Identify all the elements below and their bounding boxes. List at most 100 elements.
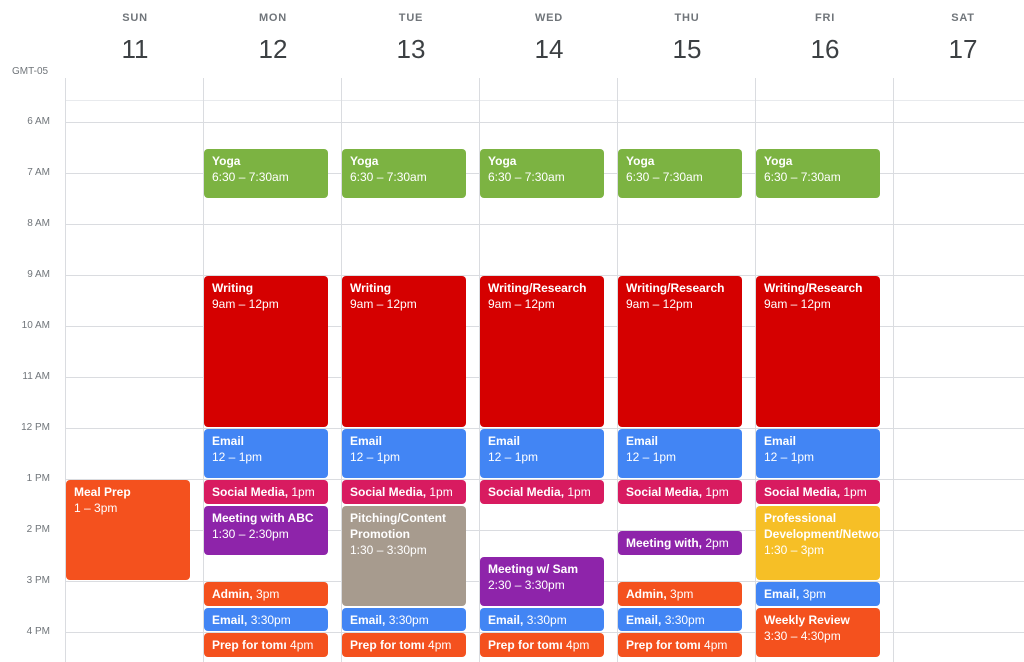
event-title: Meeting with ABC xyxy=(212,510,314,525)
calendar-event[interactable]: Writing/Research 9am – 12pm xyxy=(618,276,742,427)
event-title: Yoga xyxy=(488,153,517,168)
event-title: Email xyxy=(764,434,797,448)
calendar-event[interactable]: Email 12 – 1pm xyxy=(342,429,466,478)
hour-gridline xyxy=(66,479,1024,480)
calendar-event[interactable]: Meal Prep 1 – 3pm xyxy=(66,480,190,580)
calendar-event[interactable]: Admin, 3pm xyxy=(618,582,742,606)
day-header-thu[interactable]: THU 15 xyxy=(618,0,756,78)
hour-label: 2 PM xyxy=(26,524,50,535)
calendar-event[interactable]: Yoga 6:30 – 7:30am xyxy=(342,148,466,198)
day-header-wed[interactable]: WED 14 xyxy=(480,0,618,78)
hour-gridline xyxy=(66,275,1024,276)
hour-gridline xyxy=(66,632,1024,633)
day-header-sun[interactable]: SUN 11 xyxy=(66,0,204,78)
calendar-event[interactable]: Yoga 6:30 – 7:30am xyxy=(204,148,328,198)
day-number[interactable]: 14 xyxy=(534,34,564,64)
hour-label: 8 AM xyxy=(27,218,50,229)
calendar-event[interactable]: Social Media, 1pm xyxy=(342,480,466,504)
hour-gridline xyxy=(66,428,1024,429)
hour-gridline xyxy=(66,122,1024,123)
day-of-week: TUE xyxy=(398,12,424,24)
calendar-event[interactable]: Email, 3:30pm xyxy=(342,607,466,631)
hour-label: 1 PM xyxy=(26,473,50,484)
event-title: Writing xyxy=(350,281,392,295)
event-title: Email xyxy=(626,434,659,448)
calendar-event[interactable]: Pitching/Content Promotion 1:30 – 3:30pm xyxy=(342,505,466,606)
event-title: Social Media, xyxy=(350,485,427,499)
calendar-event[interactable]: Social Media, 1pm xyxy=(480,480,604,504)
day-column-divider xyxy=(617,78,618,662)
event-time: 4pm xyxy=(290,638,314,652)
calendar-event[interactable]: Social Media, 1pm xyxy=(204,480,328,504)
day-number[interactable]: 12 xyxy=(258,34,288,64)
day-number[interactable]: 17 xyxy=(948,34,978,64)
calendar-event[interactable]: Email 12 – 1pm xyxy=(756,429,880,478)
calendar-event[interactable]: Meeting with ABC 1:30 – 2:30pm xyxy=(204,505,328,555)
calendar-event[interactable]: Writing/Research 9am – 12pm xyxy=(480,276,604,427)
calendar-event[interactable]: Yoga 6:30 – 7:30am xyxy=(756,148,880,198)
event-time: 4pm xyxy=(428,638,452,652)
event-title: Yoga xyxy=(764,153,793,168)
event-time: 1pm xyxy=(429,485,453,499)
event-time: 6:30 – 7:30am xyxy=(626,169,703,184)
calendar-event[interactable]: Yoga 6:30 – 7:30am xyxy=(480,148,604,198)
calendar-event[interactable]: Writing 9am – 12pm xyxy=(342,276,466,427)
event-time: 1pm xyxy=(567,485,591,499)
calendar-event[interactable]: Email 12 – 1pm xyxy=(204,429,328,478)
calendar-event[interactable]: Meeting w/ Sam 2:30 – 3:30pm xyxy=(480,556,604,606)
calendar-event[interactable]: Social Media, 1pm xyxy=(756,480,880,504)
day-column-divider xyxy=(203,78,204,662)
hour-gridline xyxy=(66,224,1024,225)
day-header-fri[interactable]: FRI 16 xyxy=(756,0,894,78)
day-number[interactable]: 15 xyxy=(672,34,702,64)
calendar-event[interactable]: Email, 3:30pm xyxy=(204,607,328,631)
calendar-event[interactable]: Writing 9am – 12pm xyxy=(204,276,328,427)
event-title: Email, xyxy=(350,612,386,627)
event-time: 4pm xyxy=(704,638,728,652)
event-title: Writing/Research xyxy=(488,281,587,295)
event-time: 3:30pm xyxy=(250,612,291,627)
event-time: 4pm xyxy=(566,638,590,652)
calendar-event[interactable]: Email 12 – 1pm xyxy=(480,429,604,478)
calendar-event[interactable]: Email, 3pm xyxy=(756,582,880,606)
calendar-event[interactable]: Prep for tomı 4pm xyxy=(618,633,742,657)
calendar-event[interactable]: Email, 3:30pm xyxy=(480,607,604,631)
event-time: 1:30 – 3:30pm xyxy=(350,542,427,557)
event-time: 1:30 – 2:30pm xyxy=(212,526,289,541)
day-number[interactable]: 13 xyxy=(396,34,426,64)
calendar-event[interactable]: Prep for tomı 4pm xyxy=(204,633,328,657)
calendar-event[interactable]: Writing/Research 9am – 12pm xyxy=(756,276,880,427)
event-title: Pitching/Content Promotion xyxy=(350,510,446,541)
day-header-mon[interactable]: MON 12 xyxy=(204,0,342,78)
calendar-event[interactable]: Weekly Review 3:30 – 4:30pm xyxy=(756,607,880,657)
event-title: Social Media, xyxy=(626,485,703,499)
day-number[interactable]: 11 xyxy=(121,34,149,64)
event-time: 3:30pm xyxy=(664,612,705,627)
day-number[interactable]: 16 xyxy=(810,34,840,64)
event-time: 6:30 – 7:30am xyxy=(488,169,565,184)
calendar-event[interactable]: Prep for tomı 4pm xyxy=(342,633,466,657)
calendar-event[interactable]: Yoga 6:30 – 7:30am xyxy=(618,148,742,198)
event-time: 12 – 1pm xyxy=(212,450,263,464)
hour-label: 11 AM xyxy=(22,371,50,382)
calendar-event[interactable]: Email 12 – 1pm xyxy=(618,429,742,478)
calendar-event[interactable]: Prep for tomı 4pm xyxy=(480,633,604,657)
event-title: Yoga xyxy=(212,153,241,168)
calendar-event[interactable]: Admin, 3pm xyxy=(204,582,328,606)
day-of-week: MON xyxy=(258,12,288,24)
day-of-week: WED xyxy=(534,12,564,24)
day-header-tue[interactable]: TUE 13 xyxy=(342,0,480,78)
calendar-event[interactable]: Meeting with, 2pm xyxy=(618,531,742,555)
event-time: 1pm xyxy=(705,485,729,499)
event-time: 6:30 – 7:30am xyxy=(764,169,841,184)
timezone-label: GMT-05 xyxy=(12,66,49,77)
event-title: Admin, xyxy=(212,587,253,601)
day-column-divider xyxy=(479,78,480,662)
calendar-event[interactable]: Social Media, 1pm xyxy=(618,480,742,504)
day-header-sat[interactable]: SAT 17 xyxy=(894,0,1024,78)
event-time: 12 – 1pm xyxy=(488,450,539,464)
calendar-event[interactable]: Email, 3:30pm xyxy=(618,607,742,631)
event-title: Prep for tomı xyxy=(488,638,563,652)
calendar-event[interactable]: Professional Development/Networking1:30 … xyxy=(756,505,880,580)
event-time: 2:30 – 3:30pm xyxy=(488,577,565,592)
